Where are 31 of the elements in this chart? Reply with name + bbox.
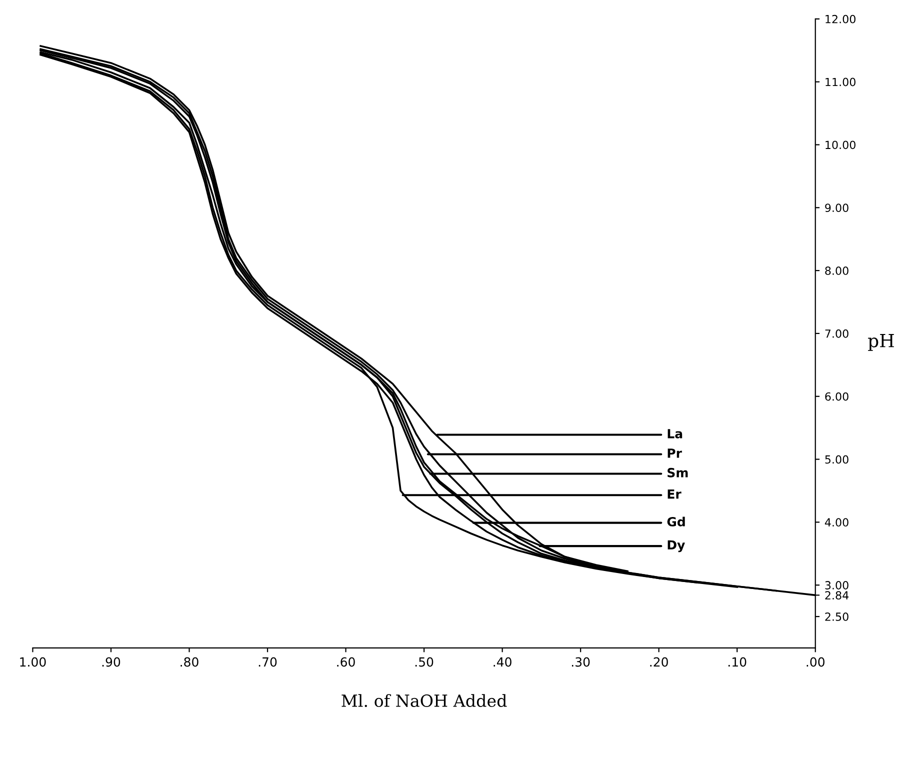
x-tick-label: .60	[337, 657, 355, 667]
x-tick-label: .20	[650, 657, 668, 667]
annotation: Er	[668, 489, 682, 499]
x-tick-label: .10	[728, 657, 746, 667]
x-tick-label: .50	[415, 657, 434, 667]
y-tick-label: 2.84	[825, 591, 849, 600]
y-tick-label: 2.50	[825, 612, 848, 621]
x-tick-label: .70	[258, 657, 277, 667]
y-axis-title: pH	[868, 334, 894, 351]
annotation: Dy	[668, 540, 685, 552]
x-axis-title: Ml. of NaOH Added	[342, 694, 507, 708]
y-tick-label: 6.00	[825, 392, 848, 401]
y-tick-label: 4.00	[824, 518, 848, 527]
x-tick-label: .80	[180, 657, 198, 667]
y-tick-label: 10.00	[826, 140, 856, 150]
y-tick-label: 8.00	[825, 266, 848, 275]
y-tick-label: 11.00	[826, 78, 856, 86]
y-tick-label: 3.00	[825, 581, 848, 590]
x-tick-label: .90	[102, 657, 120, 667]
y-tick-label: 9.00	[825, 204, 848, 212]
x-tick-label: .30	[572, 657, 590, 667]
annotation: Pr	[668, 448, 682, 458]
y-tick-label: 12.00	[826, 14, 856, 24]
x-tick-label: 1.00	[20, 657, 46, 667]
annotation: La	[668, 429, 682, 438]
y-tick-label: 5.00	[825, 455, 848, 464]
y-tick-label: 7.00	[825, 329, 848, 338]
x-tick-label: .40	[494, 657, 512, 667]
x-tick-label: .00	[806, 657, 824, 667]
annotation: Sm	[668, 468, 688, 478]
annotation: Gd	[667, 516, 685, 526]
